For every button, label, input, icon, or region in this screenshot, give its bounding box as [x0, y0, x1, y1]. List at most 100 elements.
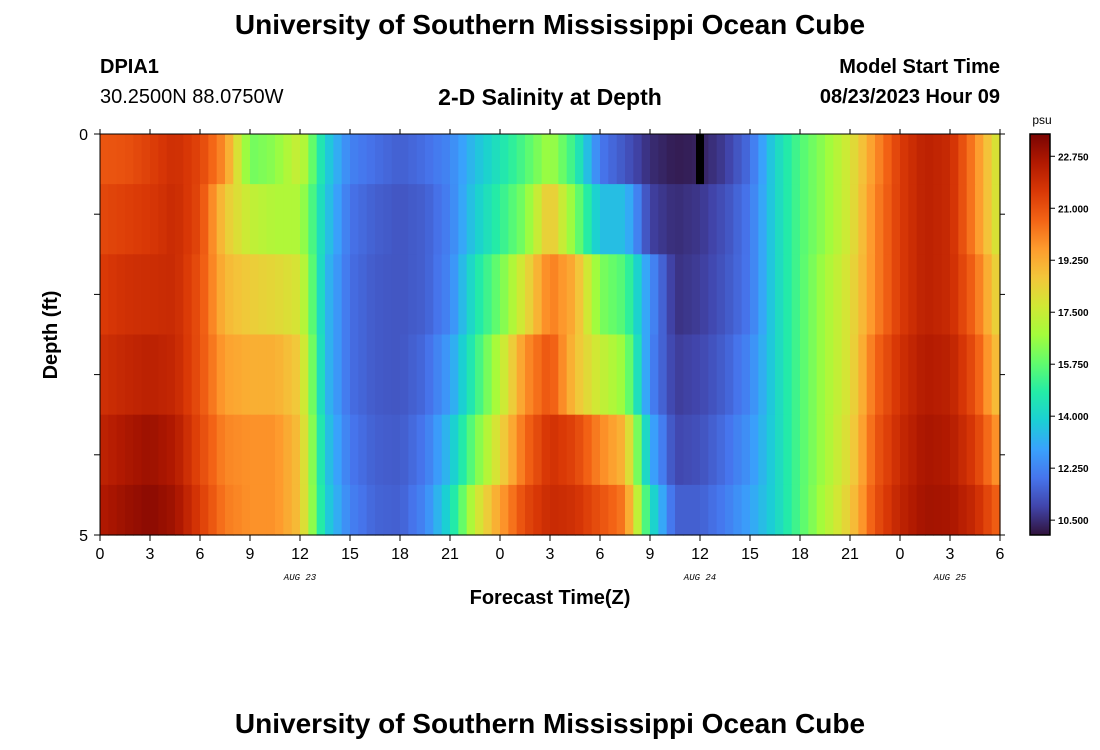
heatmap-cell: [825, 134, 834, 185]
heatmap-cell: [358, 334, 368, 416]
heatmap-cell: [191, 254, 201, 336]
heatmap-cell: [433, 334, 443, 416]
heatmap-cell: [841, 484, 851, 536]
heatmap-cell: [133, 184, 143, 255]
heatmap-cell: [575, 484, 584, 536]
heatmap-cell: [941, 414, 951, 486]
heatmap-cell: [475, 134, 484, 185]
heatmap-cell: [633, 134, 643, 185]
heatmap-cell: [825, 254, 834, 336]
heatmap-cell: [750, 414, 759, 486]
heatmap-cell: [891, 414, 901, 486]
heatmap-cell: [841, 254, 851, 336]
heatmap-cell: [308, 134, 318, 185]
heatmap-cell: [258, 184, 268, 255]
heatmap-cell: [741, 414, 751, 486]
heatmap-cell: [308, 254, 318, 336]
heatmap-cell: [800, 134, 809, 185]
heatmap-cell: [883, 334, 893, 416]
heatmap-cell: [241, 414, 251, 486]
heatmap-cell: [675, 184, 684, 255]
heatmap-cell: [758, 334, 768, 416]
heatmap-cell: [891, 254, 901, 336]
heatmap-cell: [466, 484, 476, 536]
heatmap-cell: [966, 484, 976, 536]
heatmap-cell: [958, 414, 968, 486]
heatmap-cell: [641, 254, 651, 336]
heatmap-cell: [516, 134, 526, 185]
heatmap-cell: [691, 184, 701, 255]
heatmap-cell: [991, 414, 1001, 486]
heatmap-cell: [291, 134, 301, 185]
heatmap-cell: [700, 254, 709, 336]
heatmap-cell: [700, 134, 709, 185]
heatmap-cell: [250, 414, 259, 486]
heatmap-cell: [333, 134, 343, 185]
date-label: AUG 24: [683, 573, 716, 583]
heatmap-cell: [175, 414, 184, 486]
heatmap-cell: [458, 184, 468, 255]
heatmap-cell: [958, 184, 968, 255]
heatmap-cell: [558, 414, 568, 486]
heatmap-cell: [691, 414, 701, 486]
heatmap-cell: [633, 334, 643, 416]
heatmap-cell: [491, 334, 501, 416]
model-start-label: Model Start Time: [839, 56, 1000, 78]
heatmap-cell: [583, 184, 593, 255]
heatmap-cell: [725, 414, 734, 486]
heatmap-cell: [191, 484, 201, 536]
heatmap-cell: [550, 254, 559, 336]
heatmap-cell: [816, 254, 826, 336]
heatmap-cell: [241, 334, 251, 416]
heatmap-cell: [708, 134, 718, 185]
heatmap-cell: [350, 254, 359, 336]
heatmap-cell: [108, 184, 118, 255]
x-tick-label: 6: [196, 546, 205, 563]
heatmap-cell: [233, 184, 243, 255]
missing-data-layer: [696, 134, 704, 185]
x-tick-label: 6: [596, 546, 605, 563]
heatmap-cell: [583, 484, 593, 536]
heatmap-cell: [183, 334, 193, 416]
heatmap-cell: [975, 484, 984, 536]
heatmap-cell: [791, 414, 801, 486]
heatmap-cell: [875, 184, 884, 255]
heatmap-cell: [283, 484, 293, 536]
heatmap-cell: [133, 414, 143, 486]
heatmap-cell: [691, 484, 701, 536]
heatmap-cell: [841, 414, 851, 486]
heatmap-cell: [158, 334, 168, 416]
heatmap-cell: [383, 134, 393, 185]
heatmap-cell: [616, 414, 626, 486]
x-tick-label: 3: [546, 546, 555, 563]
heatmap-cell: [433, 484, 443, 536]
heatmap-cell: [341, 184, 351, 255]
heatmap-cell: [716, 184, 726, 255]
heatmap-cell: [900, 484, 909, 536]
heatmap-cell: [566, 134, 576, 185]
heatmap-cell: [375, 134, 384, 185]
heatmap-cell: [800, 184, 809, 255]
heatmap-cell: [991, 334, 1001, 416]
heatmap-cell: [683, 134, 693, 185]
heatmap-cell: [933, 184, 943, 255]
heatmap-cell: [766, 184, 776, 255]
heatmap-cell: [591, 134, 601, 185]
heatmap-cell: [866, 484, 876, 536]
heatmap-cell: [666, 254, 676, 336]
heatmap-cell: [608, 484, 618, 536]
heatmap-cell: [533, 414, 543, 486]
heatmap-cell: [108, 134, 118, 185]
heatmap-cell: [358, 484, 368, 536]
heatmap-cell: [466, 184, 476, 255]
heatmap-cell: [416, 134, 426, 185]
heatmap-cell: [358, 184, 368, 255]
heatmap-cell: [650, 334, 659, 416]
heatmap-cell: [458, 134, 468, 185]
heatmap-cell: [216, 184, 226, 255]
heatmap-cell: [141, 254, 151, 336]
heatmap-cell: [591, 414, 601, 486]
x-tick-label: 0: [896, 546, 905, 563]
heatmap-cell: [625, 414, 634, 486]
heatmap-cell: [566, 484, 576, 536]
